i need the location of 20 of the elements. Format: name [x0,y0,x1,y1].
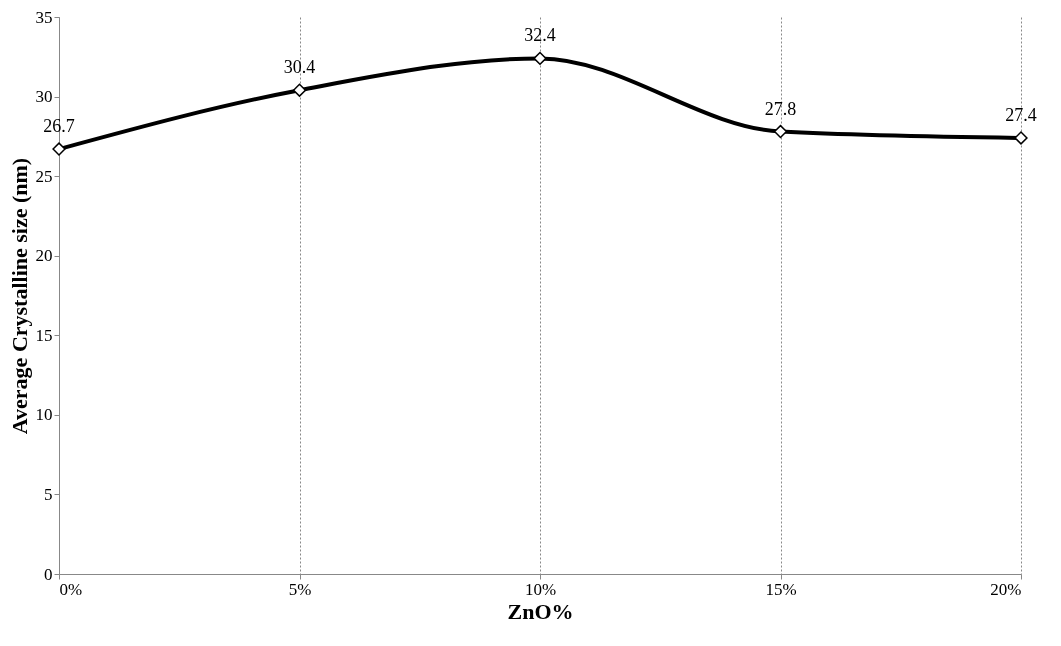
x-axis-title: ZnO% [507,598,574,624]
y-tick-label: 15 [35,325,53,345]
x-tick-label: 20% [990,579,1022,599]
x-tick-label: 10% [524,579,557,599]
y-tick-label: 35 [35,7,53,27]
y-tick-label: 0 [44,564,53,584]
y-tick-label: 10 [35,405,53,425]
y-tick-label: 25 [35,166,53,186]
y-axis-title: Average Crystalline size (nm) [6,157,32,435]
data-label: 27.4 [1005,104,1037,125]
y-tick-label: 30 [35,87,53,107]
x-tick-label: 5% [288,579,312,599]
data-label: 32.4 [524,25,556,46]
y-tick-label: 20 [35,246,53,266]
data-label: 27.8 [764,98,797,119]
x-tick-label: 0% [59,579,83,599]
y-tick-label: 5 [44,484,53,504]
data-label: 30.4 [283,57,316,78]
x-tick-label: 15% [765,579,797,599]
data-label: 26.7 [43,116,75,137]
